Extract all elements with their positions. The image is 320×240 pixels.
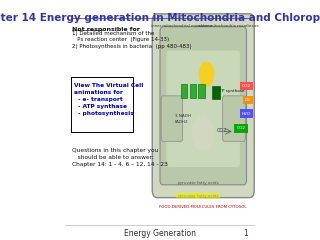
FancyBboxPatch shape	[223, 96, 245, 141]
Circle shape	[192, 116, 214, 151]
Text: fatty acids: fatty acids	[197, 194, 219, 198]
Text: FADH2: FADH2	[175, 120, 188, 124]
Text: 1) Detailed mechanism of the
   Ps reaction center  (Figure 14-33)
2) Photosynth: 1) Detailed mechanism of the Ps reaction…	[72, 31, 191, 49]
Text: 3 NADH: 3 NADH	[175, 114, 191, 118]
FancyBboxPatch shape	[189, 84, 196, 98]
FancyBboxPatch shape	[212, 86, 220, 99]
Text: Chapter 14 Energy generation in Mitochondria and Chloroplasts: Chapter 14 Energy generation in Mitochon…	[0, 13, 320, 23]
FancyBboxPatch shape	[160, 27, 246, 185]
Text: pyruvate: pyruvate	[178, 194, 196, 198]
Text: CO2: CO2	[217, 128, 227, 133]
Text: Energy Generation: Energy Generation	[124, 229, 196, 238]
Text: O2: O2	[245, 98, 251, 102]
Text: H2O: H2O	[242, 112, 251, 116]
FancyBboxPatch shape	[167, 50, 240, 167]
Text: 1: 1	[244, 229, 248, 238]
Text: outer mitochondria membrane: outer mitochondria membrane	[198, 24, 259, 28]
Text: Not responsible for: Not responsible for	[72, 27, 140, 32]
Text: CO2: CO2	[242, 84, 251, 88]
FancyBboxPatch shape	[152, 14, 254, 198]
Text: fatty acids: fatty acids	[197, 181, 219, 185]
FancyBboxPatch shape	[198, 84, 205, 98]
Circle shape	[199, 62, 214, 86]
FancyBboxPatch shape	[70, 77, 132, 132]
FancyBboxPatch shape	[180, 84, 187, 98]
FancyBboxPatch shape	[161, 96, 183, 141]
Text: FOOD-DERIVED MOLECULES FROM CYTOSOL: FOOD-DERIVED MOLECULES FROM CYTOSOL	[159, 204, 247, 209]
Text: View The Virtual Cell
animations for
  - e- transport
  - ATP synthase
  - photo: View The Virtual Cell animations for - e…	[74, 83, 143, 116]
Text: Krebs
cycle: Krebs cycle	[197, 129, 208, 138]
Text: CO2: CO2	[236, 126, 245, 131]
Text: inner mitochondrial membrane: inner mitochondrial membrane	[151, 24, 213, 28]
Text: pyruvate: pyruvate	[178, 181, 196, 185]
Text: Questions in this chapter you
   should be able to answer:
Chapter 14: 1 - 4, 6 : Questions in this chapter you should be …	[72, 148, 168, 167]
Text: ATP synthase: ATP synthase	[217, 89, 244, 93]
